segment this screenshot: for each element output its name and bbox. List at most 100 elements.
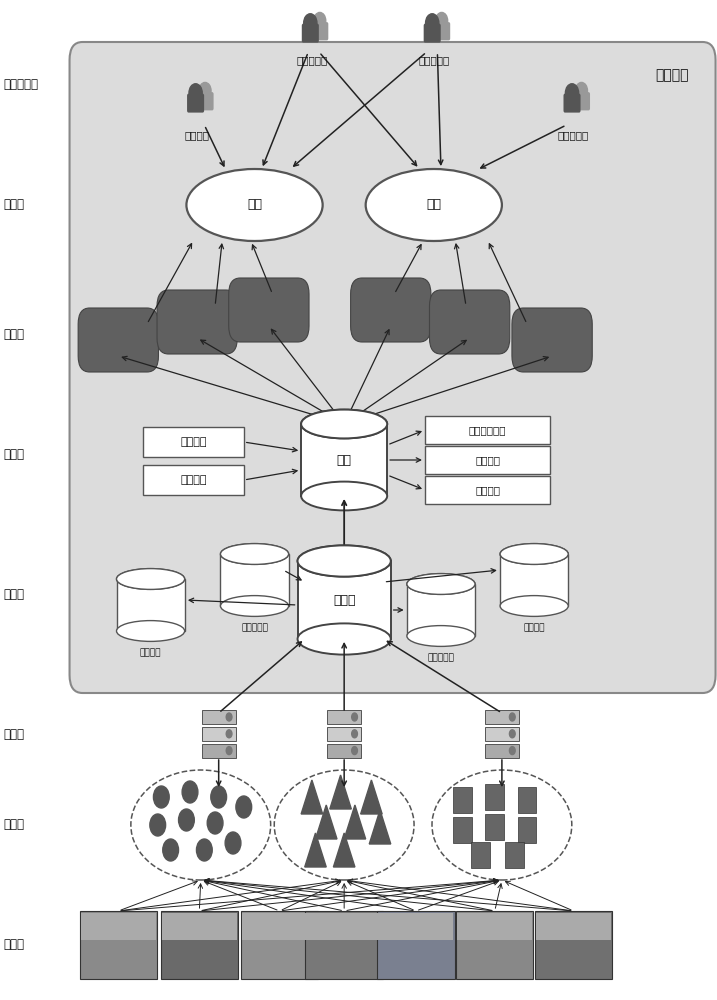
FancyBboxPatch shape bbox=[327, 744, 361, 758]
Ellipse shape bbox=[221, 544, 288, 564]
FancyBboxPatch shape bbox=[80, 911, 157, 979]
Circle shape bbox=[207, 812, 223, 834]
Circle shape bbox=[225, 832, 241, 854]
Text: 应用开发者: 应用开发者 bbox=[558, 130, 589, 140]
FancyBboxPatch shape bbox=[535, 911, 612, 979]
Text: 应用层: 应用层 bbox=[4, 198, 24, 212]
Circle shape bbox=[182, 781, 198, 803]
Ellipse shape bbox=[221, 596, 288, 616]
Bar bbox=[500, 554, 568, 606]
Ellipse shape bbox=[221, 544, 288, 564]
Bar bbox=[503, 559, 564, 601]
Circle shape bbox=[509, 730, 515, 738]
Text: 网关层: 网关层 bbox=[4, 728, 24, 742]
FancyBboxPatch shape bbox=[512, 308, 592, 372]
FancyBboxPatch shape bbox=[536, 913, 611, 940]
FancyBboxPatch shape bbox=[485, 814, 504, 840]
Circle shape bbox=[199, 82, 211, 99]
Text: 传感器数据: 传感器数据 bbox=[241, 623, 268, 632]
FancyBboxPatch shape bbox=[485, 727, 519, 741]
Bar bbox=[298, 561, 391, 639]
Circle shape bbox=[426, 14, 439, 32]
Text: 本体扩展: 本体扩展 bbox=[475, 455, 500, 465]
Text: 应用: 应用 bbox=[427, 198, 441, 212]
Bar bbox=[407, 584, 475, 636]
FancyBboxPatch shape bbox=[485, 744, 519, 758]
FancyBboxPatch shape bbox=[196, 92, 214, 110]
Ellipse shape bbox=[301, 410, 387, 438]
Text: 系统操作者: 系统操作者 bbox=[4, 79, 39, 92]
Text: 本体维护: 本体维护 bbox=[475, 485, 500, 495]
FancyBboxPatch shape bbox=[377, 911, 455, 979]
FancyBboxPatch shape bbox=[143, 427, 244, 457]
Circle shape bbox=[153, 786, 169, 808]
FancyBboxPatch shape bbox=[453, 817, 472, 843]
FancyBboxPatch shape bbox=[485, 784, 504, 810]
Ellipse shape bbox=[301, 410, 387, 438]
Text: 感知层: 感知层 bbox=[4, 818, 24, 832]
Bar bbox=[303, 568, 386, 632]
Ellipse shape bbox=[116, 569, 185, 589]
Circle shape bbox=[304, 14, 317, 32]
Circle shape bbox=[509, 713, 515, 721]
FancyBboxPatch shape bbox=[505, 842, 524, 868]
FancyBboxPatch shape bbox=[162, 913, 237, 940]
Circle shape bbox=[351, 713, 357, 721]
Polygon shape bbox=[305, 833, 326, 867]
Ellipse shape bbox=[366, 169, 502, 241]
Circle shape bbox=[351, 747, 357, 755]
Circle shape bbox=[179, 809, 194, 831]
Polygon shape bbox=[361, 780, 382, 814]
FancyBboxPatch shape bbox=[311, 22, 328, 40]
Circle shape bbox=[314, 12, 326, 29]
Polygon shape bbox=[330, 775, 351, 809]
Circle shape bbox=[227, 713, 232, 721]
Ellipse shape bbox=[298, 545, 391, 577]
Text: 语义标注: 语义标注 bbox=[181, 437, 206, 447]
FancyBboxPatch shape bbox=[424, 416, 551, 444]
Circle shape bbox=[227, 730, 232, 738]
Ellipse shape bbox=[500, 596, 568, 616]
Text: 其它信息: 其它信息 bbox=[140, 648, 161, 657]
FancyBboxPatch shape bbox=[424, 446, 551, 474]
Ellipse shape bbox=[500, 544, 568, 564]
FancyBboxPatch shape bbox=[457, 913, 532, 940]
FancyBboxPatch shape bbox=[471, 842, 490, 868]
Polygon shape bbox=[301, 780, 323, 814]
FancyBboxPatch shape bbox=[157, 290, 237, 354]
FancyBboxPatch shape bbox=[302, 24, 319, 43]
Circle shape bbox=[189, 84, 202, 102]
Circle shape bbox=[351, 730, 357, 738]
FancyBboxPatch shape bbox=[78, 308, 158, 372]
FancyBboxPatch shape bbox=[433, 22, 450, 40]
Text: 系统平台: 系统平台 bbox=[655, 68, 688, 82]
FancyBboxPatch shape bbox=[573, 92, 590, 110]
FancyBboxPatch shape bbox=[453, 787, 472, 813]
Text: 实体层: 实体层 bbox=[4, 938, 24, 952]
FancyBboxPatch shape bbox=[327, 710, 361, 724]
Ellipse shape bbox=[407, 574, 475, 594]
FancyBboxPatch shape bbox=[202, 710, 235, 724]
Bar bbox=[410, 589, 472, 631]
Ellipse shape bbox=[116, 569, 185, 589]
Text: 数据层: 数据层 bbox=[4, 588, 24, 601]
FancyBboxPatch shape bbox=[327, 727, 361, 741]
FancyBboxPatch shape bbox=[424, 24, 441, 43]
Polygon shape bbox=[369, 810, 391, 844]
FancyBboxPatch shape bbox=[429, 290, 510, 354]
FancyBboxPatch shape bbox=[307, 913, 381, 940]
Circle shape bbox=[211, 786, 227, 808]
Ellipse shape bbox=[131, 770, 271, 880]
FancyBboxPatch shape bbox=[202, 744, 235, 758]
Text: 本体: 本体 bbox=[337, 454, 351, 466]
Text: 实物信息: 实物信息 bbox=[523, 623, 545, 632]
Text: 本体自动更新: 本体自动更新 bbox=[469, 425, 506, 435]
Ellipse shape bbox=[298, 623, 391, 655]
FancyBboxPatch shape bbox=[456, 911, 533, 979]
Ellipse shape bbox=[432, 770, 572, 880]
Text: 设备提供者: 设备提供者 bbox=[418, 55, 450, 65]
Ellipse shape bbox=[407, 626, 475, 646]
FancyBboxPatch shape bbox=[187, 94, 204, 113]
Text: 普通用户: 普通用户 bbox=[185, 130, 209, 140]
FancyBboxPatch shape bbox=[242, 913, 317, 940]
